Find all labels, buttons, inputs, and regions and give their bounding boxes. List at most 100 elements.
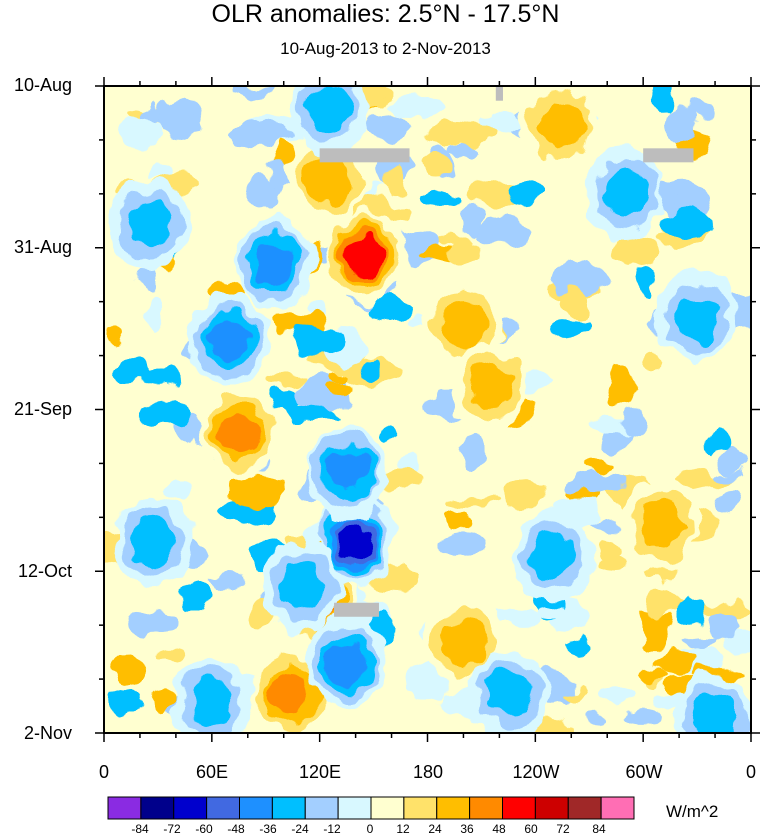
anomaly-cell	[621, 405, 647, 438]
colorbar-label: 12	[396, 822, 410, 836]
x-tick-label: 0	[98, 762, 109, 782]
anomaly-contour	[326, 641, 368, 683]
colorbar-label: 84	[592, 822, 606, 836]
anomaly-cell	[660, 209, 714, 238]
x-tick-label: 180	[412, 762, 444, 782]
anomaly-cell	[424, 121, 472, 143]
anomaly-cell	[506, 180, 541, 204]
y-tick-label: 2-Nov	[23, 723, 72, 743]
anomaly-cell	[588, 712, 609, 727]
anomaly-contour	[304, 156, 350, 203]
anomaly-contour	[487, 669, 533, 717]
anomaly-cell	[655, 86, 675, 113]
anomaly-contour	[130, 518, 176, 566]
anomaly-cell	[422, 151, 449, 177]
anomaly-contour	[440, 300, 486, 348]
missing-data-bar	[319, 148, 410, 163]
anomaly-cell	[642, 354, 665, 369]
x-tick-label: 120E	[298, 762, 342, 782]
anomaly-cell	[535, 725, 556, 733]
anomaly-contour	[674, 295, 721, 342]
colorbar-box	[502, 796, 536, 820]
colorbar-box	[436, 796, 471, 820]
colorbar-box	[140, 796, 175, 820]
anomaly-cell	[154, 683, 172, 715]
anomaly-cell	[474, 216, 532, 247]
anomaly-cell	[205, 631, 255, 648]
anomaly-cell	[584, 456, 615, 473]
colorbar-box	[567, 796, 602, 820]
anomaly-cell	[122, 117, 161, 150]
anomaly-cell	[688, 580, 742, 606]
colorbar-label: -60	[195, 822, 213, 836]
axis-ticks	[95, 77, 760, 742]
colorbar-box	[271, 796, 306, 820]
anomaly-cell	[268, 387, 304, 414]
anomaly-cell	[552, 260, 604, 297]
anomaly-contour	[218, 413, 260, 455]
anomaly-contour	[345, 238, 385, 276]
anomaly-cell	[290, 323, 341, 356]
colorbar-box	[173, 796, 208, 820]
colorbar-box	[337, 796, 372, 820]
anomaly-cell	[418, 188, 458, 210]
anomaly-cell	[526, 628, 581, 647]
anomaly-contour	[468, 362, 515, 410]
anomaly-cell	[461, 436, 483, 471]
anomaly-cell	[168, 116, 202, 136]
x-tick-label: 60E	[195, 762, 229, 782]
anomaly-field	[104, 86, 751, 733]
anomaly-cell	[551, 318, 585, 339]
missing-data-bar	[334, 602, 379, 617]
anomaly-cell	[231, 121, 290, 147]
anomaly-cell	[264, 372, 306, 385]
anomaly-cell	[384, 162, 406, 198]
chart-title: OLR anomalies: 2.5°N - 17.5°N	[211, 0, 560, 28]
colorbar-box	[600, 796, 635, 820]
anomaly-cell	[150, 654, 176, 692]
x-tick-label: 120W	[512, 762, 560, 782]
anomaly-contour	[442, 618, 488, 666]
anomaly-cell	[567, 286, 587, 320]
anomaly-cell	[107, 688, 141, 714]
chart-subtitle: 10-Aug-2013 to 2-Nov-2013	[280, 39, 491, 58]
colorbar-label: -12	[323, 822, 341, 836]
colorbar-box	[534, 796, 569, 820]
anomaly-cell	[137, 400, 195, 428]
anomaly-cell	[719, 445, 746, 470]
anomaly-cell	[624, 708, 663, 724]
anomaly-cell	[184, 365, 202, 388]
anomaly-contour	[189, 676, 236, 724]
anomaly-cell	[447, 495, 496, 506]
anomaly-cell	[706, 612, 742, 643]
anomaly-cell	[154, 647, 190, 659]
colorbar-label: 24	[428, 822, 442, 836]
anomaly-contour	[326, 448, 368, 490]
anomaly-contour	[127, 200, 173, 248]
anomaly-cell	[367, 113, 411, 141]
anomaly-cell	[104, 435, 136, 453]
anomaly-cell	[327, 370, 350, 385]
anomaly-cell	[664, 106, 696, 145]
anomaly-cell	[104, 389, 127, 405]
anomaly-cell	[109, 655, 144, 683]
colorbar-box	[239, 796, 273, 820]
anomaly-cell	[323, 384, 357, 398]
anomaly-cell	[640, 668, 668, 681]
anomaly-cell	[449, 140, 476, 158]
colorbar-box	[304, 796, 339, 820]
anomaly-cell	[688, 100, 716, 118]
colorbar-label: 36	[460, 822, 474, 836]
missing-data-bar	[495, 86, 503, 101]
anomaly-contour	[639, 501, 686, 548]
anomaly-cell	[714, 490, 741, 511]
anomaly-cell	[499, 476, 546, 511]
missing-data-layer	[319, 86, 694, 617]
anomaly-cell	[475, 111, 524, 133]
anomaly-cell	[672, 595, 706, 626]
y-tick-label: 12-Oct	[17, 561, 72, 581]
colorbar-label: -84	[131, 822, 149, 836]
anomaly-cell	[441, 510, 472, 530]
anomaly-cell	[440, 531, 486, 557]
